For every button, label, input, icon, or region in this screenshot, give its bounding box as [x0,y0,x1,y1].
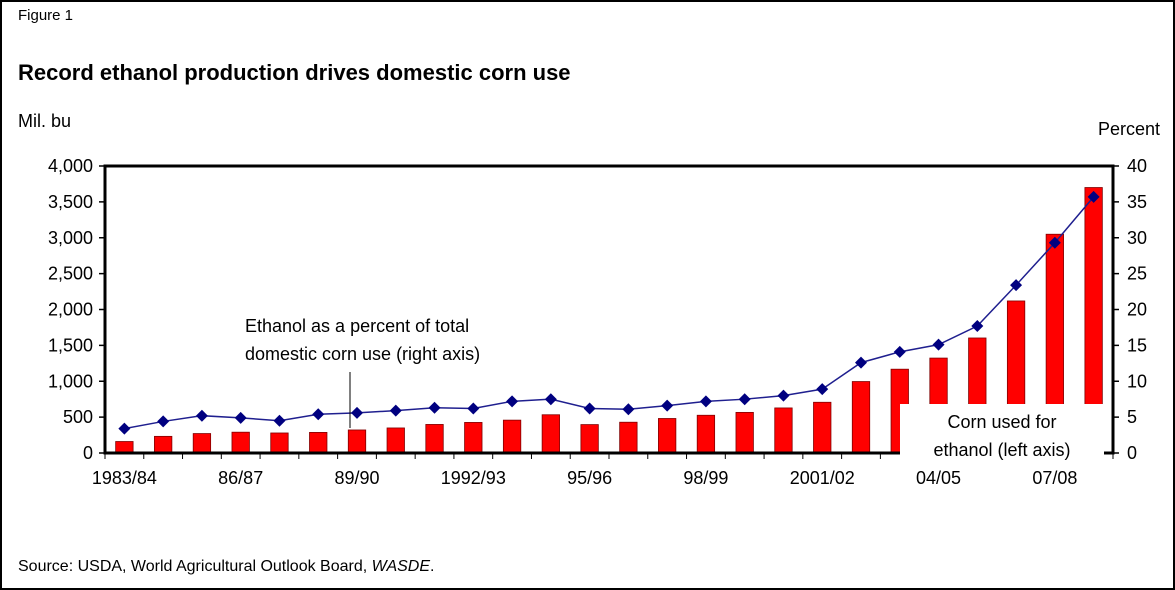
bar [270,432,289,454]
bar [813,401,832,454]
y-tick-label: 2,000 [48,300,93,320]
marker [971,320,984,333]
figure-label: Figure 1 [18,7,73,24]
marker [699,395,712,408]
marker [467,402,480,415]
source-text: . [430,558,434,575]
bar [154,435,173,454]
source-text: WASDE [372,558,431,575]
x-tick-label: 86/87 [218,468,263,488]
marker [273,414,286,427]
y2-tick-label: 10 [1127,371,1147,391]
y2-tick-label: 25 [1127,264,1147,284]
x-tick-label: 07/08 [1032,468,1077,488]
bar [774,407,793,454]
y2-tick-label: 40 [1127,156,1147,176]
y-tick-label: 500 [63,407,93,427]
bar [658,418,677,454]
marker [738,393,751,406]
y2-tick-label: 5 [1127,407,1137,427]
marker [777,389,790,402]
bar [502,419,522,454]
y2-tick-label: 35 [1127,192,1147,212]
marker [1048,236,1061,249]
marker [157,415,170,428]
plot-border [103,164,1115,455]
marker [389,404,402,417]
x-tick-label: 2001/02 [790,468,855,488]
marker [816,383,829,396]
y-tick-label: 1,500 [48,335,93,355]
y2-tick-label: 30 [1127,228,1147,248]
y-tick-label: 1,000 [48,371,93,391]
marker [583,402,596,415]
y-tick-label: 3,500 [48,192,93,212]
marker [118,422,131,435]
marker [195,409,208,422]
y-tick-label: 0 [83,443,93,463]
x-tick-label: 98/99 [683,468,728,488]
marker [544,393,557,406]
x-tick-label: 1983/84 [92,468,157,488]
marker [351,406,363,419]
y-tick-label: 3,000 [48,228,93,248]
marker [234,411,247,424]
x-tick-label: 04/05 [916,468,961,488]
marker [506,395,519,408]
annotation: ethanol (left axis) [933,440,1070,460]
y-tick-label: 2,500 [48,264,93,284]
marker [1010,279,1023,292]
annotation: Corn used for [947,412,1056,432]
bar [347,429,367,454]
x-tick-label: 95/96 [567,468,612,488]
bar [309,432,328,454]
x-tick-label: 1992/93 [441,468,506,488]
bar [541,414,560,454]
y2-axis-label: Percent [1098,119,1160,139]
bar [619,421,638,454]
bar [231,431,250,454]
y2-tick-label: 20 [1127,300,1147,320]
annotation: Ethanol as a percent of total [245,316,469,336]
marker [312,408,325,421]
marker [855,356,867,369]
marker [428,401,441,414]
bar [851,381,871,454]
bar [192,433,212,454]
bar [425,424,444,454]
chart-title: Record ethanol production drives domesti… [18,60,571,85]
marker [893,345,906,358]
line [124,196,1095,430]
annotation: domestic corn use (right axis) [245,344,480,364]
y2-tick-label: 15 [1127,335,1147,355]
annotation-box [900,404,1104,466]
bar [386,427,405,454]
y2-tick-label: 0 [1127,443,1137,463]
y-tick-label: 4,000 [48,156,93,176]
marker [622,403,635,416]
y-axis-label: Mil. bu [18,111,71,131]
bar [735,411,754,454]
x-tick-label: 89/90 [334,468,379,488]
source: Source: USDA, World Agricultural Outlook… [18,558,434,575]
source-text: Source: USDA, World Agricultural Outlook… [18,558,372,575]
marker [1087,190,1100,203]
marker [661,399,674,412]
bar [580,424,599,454]
marker [932,338,945,351]
bar [696,414,716,454]
bar [464,422,483,454]
bar [115,441,134,454]
